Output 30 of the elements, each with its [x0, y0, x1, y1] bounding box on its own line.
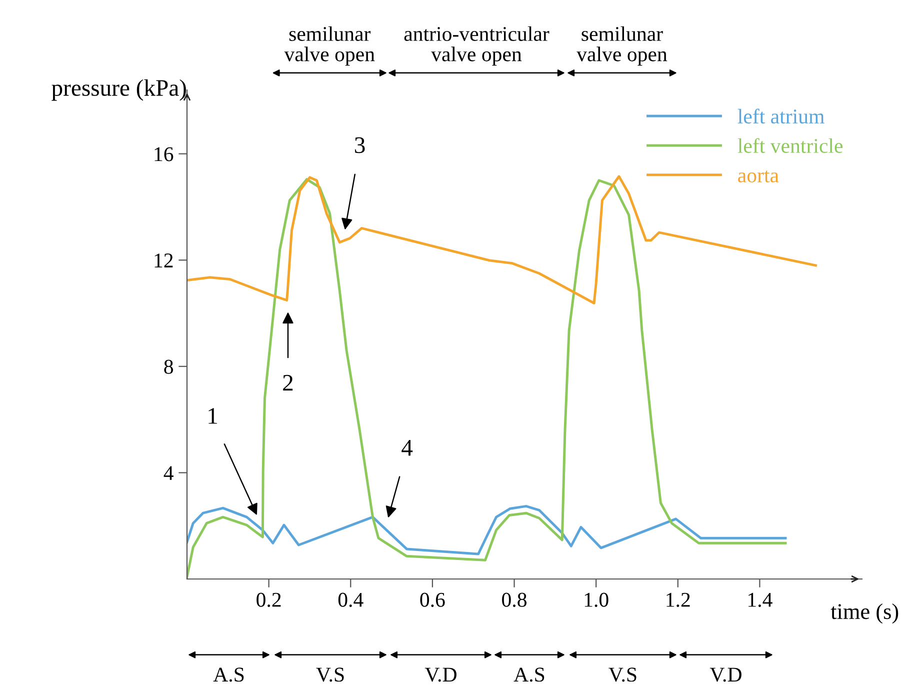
- x-tick-label: 0.2: [256, 592, 281, 607]
- legend-label: left atrium: [738, 108, 824, 124]
- legend-label: aorta: [738, 170, 779, 182]
- text: A.S: [514, 668, 544, 682]
- x-tick-label: 0.8: [502, 592, 526, 607]
- x-tick-label: 0.6: [420, 592, 445, 607]
- y-tick-label: 4: [164, 466, 174, 480]
- text: antrio-ventricular valve open: [404, 26, 550, 66]
- annotation: 2: [283, 374, 293, 391]
- text: A.S: [213, 668, 244, 682]
- text: semilunar valve open: [576, 26, 668, 66]
- x-tick-label: 1.4: [748, 592, 772, 607]
- y-tick-label: 8: [164, 360, 174, 374]
- annotation: 4: [402, 440, 413, 456]
- annotation: 3: [355, 137, 365, 154]
- x-axis-title: time (s): [830, 603, 898, 624]
- x-tick-label: 1.0: [584, 592, 608, 607]
- text: V.D: [710, 668, 742, 682]
- legend-label: left ventricle: [738, 138, 842, 153]
- y-tick-label: 16: [154, 147, 174, 162]
- y-axis-title: pressure (kPa): [52, 79, 186, 101]
- x-tick-label: 1.2: [666, 592, 690, 607]
- text: V.D: [424, 668, 456, 682]
- text: semilunar valve open: [284, 26, 375, 66]
- text: V.S: [316, 668, 344, 682]
- annotation: 1: [208, 408, 217, 424]
- line-series: [187, 504, 787, 556]
- y-tick-label: 12: [154, 254, 173, 268]
- x-tick-label: 0.4: [338, 592, 364, 607]
- text: V.S: [608, 668, 636, 682]
